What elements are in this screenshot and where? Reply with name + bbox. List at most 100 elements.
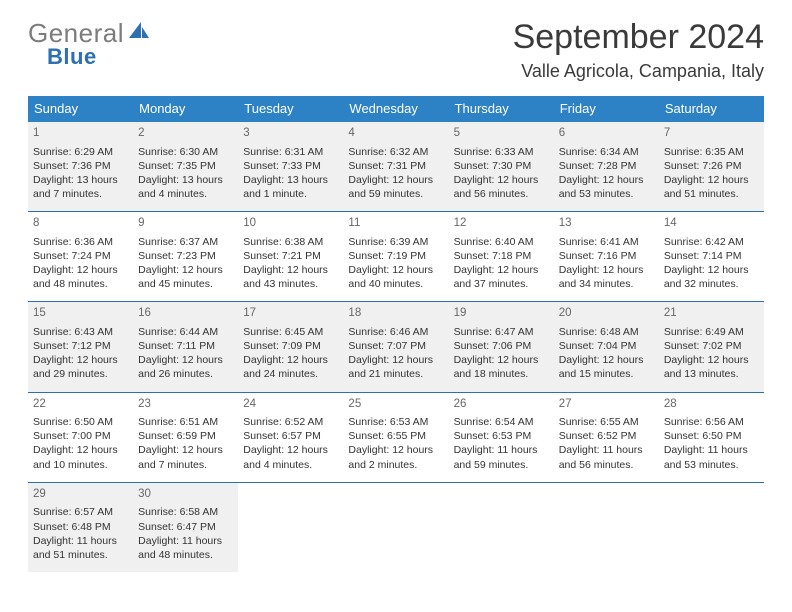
day-cell: 22Sunrise: 6:50 AMSunset: 7:00 PMDayligh… <box>28 393 133 482</box>
day-cell: 9 Sunrise: 6:37 AMSunset: 7:23 PMDaylight… <box>133 212 238 301</box>
day-number: 21 <box>664 306 759 322</box>
sunset-text: Sunset: 6:47 PM <box>138 520 233 534</box>
daylight-text: Daylight: 11 hours and 59 minutes. <box>454 443 549 471</box>
sunrise-text: Sunrise: 6:30 AM <box>138 145 233 159</box>
sunrise-text: Sunrise: 6:39 AM <box>348 235 443 249</box>
sunset-text: Sunset: 7:18 PM <box>454 249 549 263</box>
sunset-text: Sunset: 7:33 PM <box>243 159 338 173</box>
day-number: 9 <box>138 216 233 232</box>
sunrise-text: Sunrise: 6:36 AM <box>33 235 128 249</box>
sunrise-text: Sunrise: 6:29 AM <box>33 145 128 159</box>
location: Valle Agricola, Campania, Italy <box>513 61 764 82</box>
day-number: 13 <box>559 216 654 232</box>
daylight-text: Daylight: 12 hours and 34 minutes. <box>559 263 654 291</box>
day-cell: 21Sunrise: 6:49 AMSunset: 7:02 PMDayligh… <box>659 302 764 391</box>
sunrise-text: Sunrise: 6:40 AM <box>454 235 549 249</box>
day-number: 15 <box>33 306 128 322</box>
sunset-text: Sunset: 7:24 PM <box>33 249 128 263</box>
day-cell: 13Sunrise: 6:41 AMSunset: 7:16 PMDayligh… <box>554 212 659 301</box>
day-number: 26 <box>454 397 549 413</box>
sunset-text: Sunset: 7:09 PM <box>243 339 338 353</box>
day-number: 3 <box>243 126 338 142</box>
day-cell: 7Sunrise: 6:35 AMSunset: 7:26 PMDaylight… <box>659 122 764 211</box>
daylight-text: Daylight: 12 hours and 37 minutes. <box>454 263 549 291</box>
sunrise-text: Sunrise: 6:42 AM <box>664 235 759 249</box>
sunset-text: Sunset: 6:52 PM <box>559 429 654 443</box>
sunrise-text: Sunrise: 6:43 AM <box>33 325 128 339</box>
day-number: 23 <box>138 397 233 413</box>
daylight-text: Daylight: 11 hours and 48 minutes. <box>138 534 233 562</box>
day-number: 19 <box>454 306 549 322</box>
day-cell: 8 Sunrise: 6:36 AMSunset: 7:24 PMDaylight… <box>28 212 133 301</box>
weeks-container: 1Sunrise: 6:29 AMSunset: 7:36 PMDaylight… <box>28 122 764 572</box>
day-cell: 4Sunrise: 6:32 AMSunset: 7:31 PMDaylight… <box>343 122 448 211</box>
day-cell <box>343 483 448 572</box>
daylight-text: Daylight: 12 hours and 40 minutes. <box>348 263 443 291</box>
sunset-text: Sunset: 6:59 PM <box>138 429 233 443</box>
daylight-text: Daylight: 12 hours and 4 minutes. <box>243 443 338 471</box>
week-row: 15Sunrise: 6:43 AMSunset: 7:12 PMDayligh… <box>28 301 764 391</box>
sunset-text: Sunset: 7:07 PM <box>348 339 443 353</box>
dow-saturday: Saturday <box>659 96 764 122</box>
dow-thursday: Thursday <box>449 96 554 122</box>
sunrise-text: Sunrise: 6:51 AM <box>138 415 233 429</box>
daylight-text: Daylight: 12 hours and 59 minutes. <box>348 173 443 201</box>
day-cell: 20Sunrise: 6:48 AMSunset: 7:04 PMDayligh… <box>554 302 659 391</box>
sunset-text: Sunset: 7:36 PM <box>33 159 128 173</box>
daylight-text: Daylight: 12 hours and 51 minutes. <box>664 173 759 201</box>
day-number: 6 <box>559 126 654 142</box>
calendar-page: General Blue September 2024 Valle Agrico… <box>0 0 792 612</box>
calendar: Sunday Monday Tuesday Wednesday Thursday… <box>28 96 764 572</box>
sunrise-text: Sunrise: 6:57 AM <box>33 505 128 519</box>
daylight-text: Daylight: 12 hours and 32 minutes. <box>664 263 759 291</box>
sunset-text: Sunset: 7:30 PM <box>454 159 549 173</box>
sunset-text: Sunset: 7:31 PM <box>348 159 443 173</box>
sunset-text: Sunset: 7:35 PM <box>138 159 233 173</box>
day-number: 17 <box>243 306 338 322</box>
brand-logo: General Blue <box>28 18 150 49</box>
day-number: 20 <box>559 306 654 322</box>
week-row: 1Sunrise: 6:29 AMSunset: 7:36 PMDaylight… <box>28 122 764 211</box>
sunrise-text: Sunrise: 6:37 AM <box>138 235 233 249</box>
topbar: General Blue September 2024 Valle Agrico… <box>28 18 764 82</box>
sunset-text: Sunset: 7:00 PM <box>33 429 128 443</box>
day-cell: 5Sunrise: 6:33 AMSunset: 7:30 PMDaylight… <box>449 122 554 211</box>
sunrise-text: Sunrise: 6:35 AM <box>664 145 759 159</box>
day-cell <box>449 483 554 572</box>
daylight-text: Daylight: 12 hours and 21 minutes. <box>348 353 443 381</box>
sunset-text: Sunset: 6:48 PM <box>33 520 128 534</box>
daylight-text: Daylight: 13 hours and 4 minutes. <box>138 173 233 201</box>
daylight-text: Daylight: 12 hours and 10 minutes. <box>33 443 128 471</box>
daylight-text: Daylight: 12 hours and 7 minutes. <box>138 443 233 471</box>
sunset-text: Sunset: 7:11 PM <box>138 339 233 353</box>
day-number: 14 <box>664 216 759 232</box>
week-row: 29 Sunrise: 6:57 AMSunset: 6:48 PM Dayligh… <box>28 482 764 572</box>
day-cell: 25Sunrise: 6:53 AMSunset: 6:55 PMDayligh… <box>343 393 448 482</box>
day-number: 12 <box>454 216 549 232</box>
day-number: 5 <box>454 126 549 142</box>
day-cell: 2Sunrise: 6:30 AMSunset: 7:35 PMDaylight… <box>133 122 238 211</box>
day-number: 4 <box>348 126 443 142</box>
sunrise-text: Sunrise: 6:50 AM <box>33 415 128 429</box>
day-number: 28 <box>664 397 759 413</box>
sunset-text: Sunset: 7:23 PM <box>138 249 233 263</box>
daylight-text: Daylight: 12 hours and 48 minutes. <box>33 263 128 291</box>
day-cell: 10Sunrise: 6:38 AMSunset: 7:21 PMDayligh… <box>238 212 343 301</box>
sunset-text: Sunset: 6:50 PM <box>664 429 759 443</box>
sunrise-text: Sunrise: 6:52 AM <box>243 415 338 429</box>
day-cell: 12 Sunrise: 6:40 AMSunset: 7:18 PMDayligh… <box>449 212 554 301</box>
sunrise-text: Sunrise: 6:34 AM <box>559 145 654 159</box>
daylight-text: Daylight: 12 hours and 26 minutes. <box>138 353 233 381</box>
sunrise-text: Sunrise: 6:53 AM <box>348 415 443 429</box>
day-cell: 28Sunrise: 6:56 AMSunset: 6:50 PMDayligh… <box>659 393 764 482</box>
daylight-text: Daylight: 12 hours and 45 minutes. <box>138 263 233 291</box>
daylight-text: Daylight: 12 hours and 13 minutes. <box>664 353 759 381</box>
daylight-text: Daylight: 12 hours and 43 minutes. <box>243 263 338 291</box>
sunrise-text: Sunrise: 6:33 AM <box>454 145 549 159</box>
day-number: 8 <box>33 216 128 232</box>
sunset-text: Sunset: 7:14 PM <box>664 249 759 263</box>
sunset-text: Sunset: 7:26 PM <box>664 159 759 173</box>
day-number: 10 <box>243 216 338 232</box>
day-number: 24 <box>243 397 338 413</box>
day-number: 29 <box>33 487 128 503</box>
